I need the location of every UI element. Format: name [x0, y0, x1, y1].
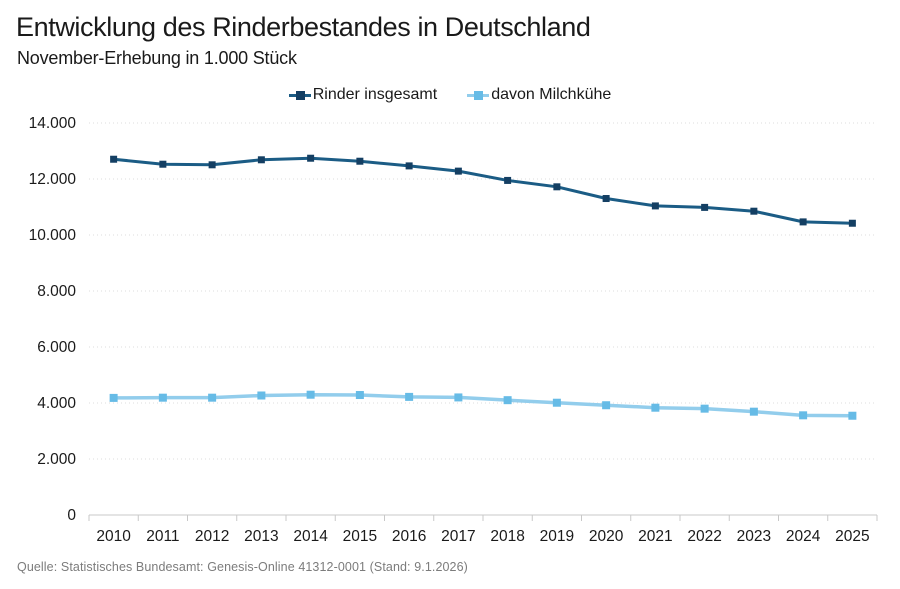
data-point-marker-milchkuehe — [848, 411, 857, 420]
x-axis-tick-label: 2016 — [392, 528, 426, 545]
legend-label-rinder-insgesamt: Rinder insgesamt — [312, 86, 438, 103]
x-axis-tick-label: 2020 — [589, 528, 624, 545]
data-point-marker-rinder-insgesamt — [110, 155, 118, 163]
data-point-marker-rinder-insgesamt — [799, 218, 807, 226]
x-axis-tick-label: 2025 — [835, 528, 869, 545]
y-axis-tick-label: 14.000 — [29, 115, 77, 132]
data-point-marker-milchkuehe — [158, 393, 167, 402]
y-axis-tick-label: 6.000 — [37, 339, 76, 356]
data-point-marker-milchkuehe — [503, 396, 512, 405]
data-point-marker-milchkuehe — [552, 398, 561, 407]
data-point-marker-milchkuehe — [257, 391, 266, 400]
x-axis-tick-label: 2013 — [244, 528, 278, 545]
legend-label-milchkuehe: davon Milchkühe — [491, 86, 612, 103]
x-axis-tick-label: 2023 — [737, 528, 771, 545]
data-point-marker-rinder-insgesamt — [602, 195, 610, 203]
x-axis-tick-label: 2017 — [441, 528, 475, 545]
data-point-marker-milchkuehe — [355, 391, 364, 400]
data-point-marker-rinder-insgesamt — [848, 219, 856, 227]
data-point-marker-rinder-insgesamt — [750, 207, 758, 215]
data-point-marker-milchkuehe — [454, 393, 463, 402]
x-axis-tick-label: 2015 — [343, 528, 377, 545]
data-point-marker-milchkuehe — [405, 392, 414, 401]
y-axis-tick-label: 4.000 — [37, 395, 76, 412]
data-point-marker-rinder-insgesamt — [356, 157, 364, 165]
chart-subtitle: November-Erhebung in 1.000 Stück — [17, 48, 297, 68]
data-point-marker-milchkuehe — [208, 393, 217, 402]
data-point-marker-rinder-insgesamt — [307, 154, 315, 162]
data-point-marker-rinder-insgesamt — [651, 202, 659, 210]
data-point-marker-rinder-insgesamt — [553, 183, 561, 191]
data-point-marker-milchkuehe — [602, 401, 611, 410]
chart-title: Entwicklung des Rinderbestandes in Deuts… — [16, 12, 591, 42]
x-axis-tick-label: 2010 — [96, 528, 131, 545]
x-axis-tick-label: 2019 — [540, 528, 574, 545]
series-line-milchkuehe — [111, 392, 855, 418]
x-axis-tick-label: 2012 — [195, 528, 229, 545]
series-line-rinder-insgesamt — [112, 156, 854, 225]
data-point-marker-milchkuehe — [109, 393, 118, 402]
y-axis-tick-label: 2.000 — [37, 451, 76, 468]
data-point-marker-milchkuehe — [700, 404, 709, 413]
x-axis-tick-label: 2011 — [146, 528, 179, 545]
data-point-marker-milchkuehe — [306, 390, 315, 399]
x-axis-tick-label: 2021 — [638, 528, 672, 545]
y-axis-tick-label: 8.000 — [37, 283, 76, 300]
legend-square-swatch — [295, 90, 305, 100]
source-note: Quelle: Statistisches Bundesamt: Genesis… — [17, 560, 468, 574]
legend: Rinder insgesamt davon Milchkühe — [0, 84, 900, 106]
x-axis-tick-label: 2022 — [687, 528, 721, 545]
legend-square-swatch — [474, 90, 484, 100]
y-axis-tick-label: 10.000 — [29, 227, 77, 244]
x-axis-tick-label: 2024 — [786, 528, 821, 545]
legend-item-milchkuehe: davon Milchkühe — [467, 86, 611, 104]
data-point-marker-rinder-insgesamt — [159, 160, 167, 168]
y-axis-tick-label: 12.000 — [29, 171, 77, 188]
legend-line-square-icon — [288, 90, 311, 100]
legend-line-square-icon — [467, 90, 490, 100]
data-point-marker-rinder-insgesamt — [405, 162, 413, 170]
y-axis-tick-label: 0 — [67, 507, 76, 524]
data-point-marker-rinder-insgesamt — [208, 161, 216, 169]
data-point-marker-rinder-insgesamt — [257, 156, 265, 164]
x-axis-tick-label: 2018 — [490, 528, 524, 545]
legend-item-rinder-insgesamt: Rinder insgesamt — [288, 86, 438, 104]
data-point-marker-rinder-insgesamt — [701, 203, 709, 211]
data-point-marker-milchkuehe — [799, 411, 808, 420]
data-point-marker-milchkuehe — [749, 407, 758, 416]
data-point-marker-rinder-insgesamt — [454, 167, 462, 175]
x-axis-tick-label: 2014 — [293, 528, 328, 545]
data-point-marker-milchkuehe — [651, 403, 660, 412]
data-point-marker-rinder-insgesamt — [504, 176, 512, 184]
